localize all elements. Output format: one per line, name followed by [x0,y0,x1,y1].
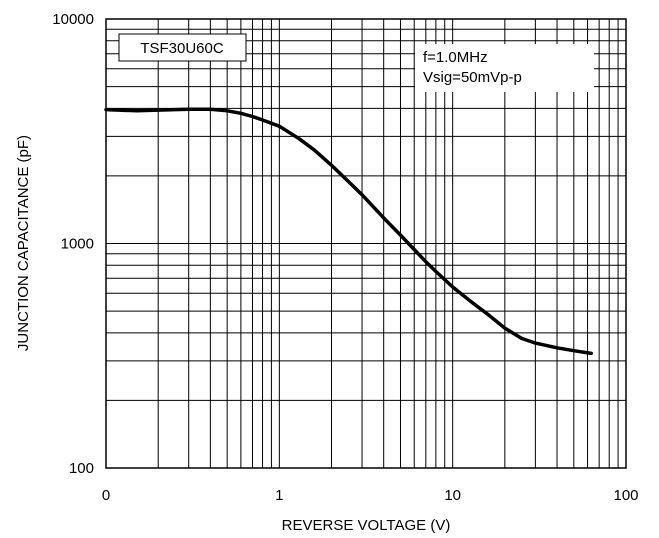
condition-frequency: f=1.0MHz [423,49,488,66]
x-tick-label: 100 [613,487,638,504]
device-label-box [118,33,247,62]
x-axis-title: REVERSE VOLTAGE (V) [282,517,451,534]
x-tick-label: 1 [275,487,283,504]
plot-frame [105,18,627,469]
y-axis-title: JUNCTION CAPACITANCE (pF) [15,135,32,351]
device-label: TSF30U60C [140,40,224,57]
y-tick-label: 1000 [61,236,94,253]
capacitance-curve [104,107,593,356]
condition-signal: Vsig=50mVp-p [423,69,522,86]
y-tick-label: 10000 [52,11,94,28]
y-tick-label: 100 [69,460,94,477]
tick-labels: 0 1 10 100 100 1000 10000 [52,11,638,504]
conditions-box [415,44,594,92]
x-tick-label: 10 [444,487,461,504]
x-tick-label: 0 [102,487,110,504]
